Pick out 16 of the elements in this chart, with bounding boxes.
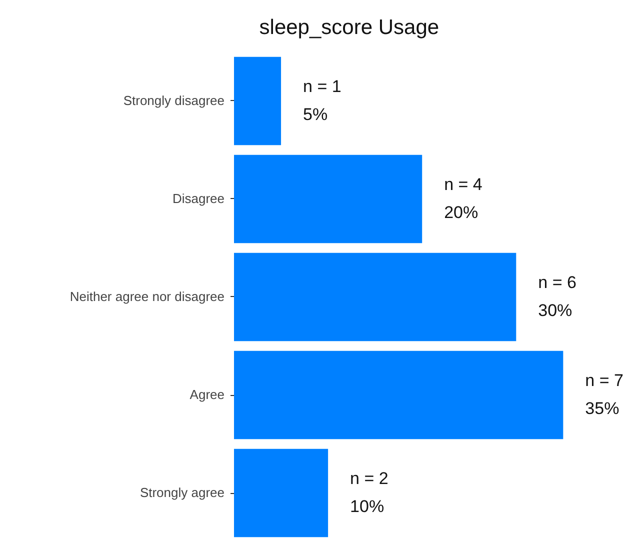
- data-label: n = 6 30%: [538, 273, 576, 320]
- data-label: n = 1 5%: [303, 77, 342, 124]
- bar: [234, 252, 516, 342]
- bar: [234, 56, 282, 146]
- y-tick-label: Agree: [190, 387, 224, 402]
- chart-title: sleep_score Usage: [259, 16, 440, 39]
- bar: [234, 154, 422, 244]
- y-tick-label: Strongly disagree: [123, 93, 224, 108]
- data-label: n = 4 20%: [444, 175, 482, 222]
- y-tick-label: Strongly agree: [140, 485, 224, 500]
- data-label: n = 7 35%: [585, 371, 624, 418]
- bar: [234, 448, 328, 538]
- y-tick-label: Disagree: [172, 191, 224, 206]
- y-tick-label: Neither agree nor disagree: [70, 289, 224, 304]
- data-label: n = 2 10%: [350, 469, 388, 516]
- bar: [234, 350, 564, 440]
